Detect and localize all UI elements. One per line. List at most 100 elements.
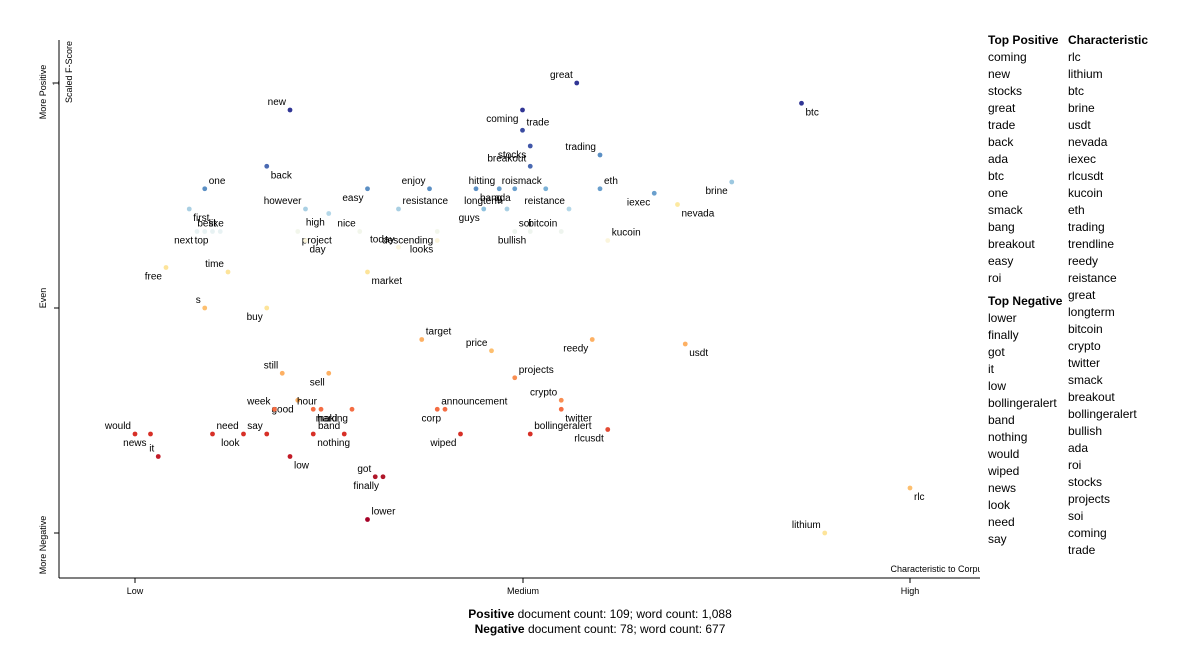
point-bang[interactable] bbox=[473, 186, 479, 192]
point-btc[interactable] bbox=[799, 100, 804, 106]
point-coming[interactable] bbox=[520, 107, 525, 113]
characteristic-item[interactable]: eth bbox=[1068, 203, 1085, 217]
point-sell[interactable] bbox=[326, 370, 332, 376]
characteristic-item[interactable]: breakout bbox=[1068, 390, 1115, 404]
point-descending[interactable] bbox=[434, 229, 440, 234]
point-time[interactable] bbox=[225, 269, 231, 275]
characteristic-item[interactable]: longterm bbox=[1068, 305, 1115, 319]
point-best[interactable] bbox=[217, 229, 223, 234]
point-usdt[interactable] bbox=[682, 341, 688, 347]
point-however[interactable] bbox=[303, 206, 308, 212]
characteristic-item[interactable]: twitter bbox=[1068, 356, 1101, 370]
top-negative-item[interactable]: bollingeralert bbox=[988, 396, 1057, 410]
point-week[interactable] bbox=[272, 406, 277, 412]
point-enjoy[interactable] bbox=[427, 186, 432, 192]
top-positive-item[interactable]: one bbox=[988, 186, 1009, 200]
top-positive-item[interactable]: breakout bbox=[988, 237, 1035, 251]
characteristic-item[interactable]: trade bbox=[1068, 543, 1096, 557]
characteristic-item[interactable]: stocks bbox=[1068, 475, 1103, 489]
point-kucoin[interactable] bbox=[605, 238, 611, 243]
point-easy[interactable] bbox=[365, 186, 370, 192]
top-positive-item[interactable]: new bbox=[988, 67, 1011, 81]
point-rlcusdt[interactable] bbox=[605, 427, 611, 432]
point-one[interactable] bbox=[202, 186, 208, 192]
top-positive-item[interactable]: trade bbox=[988, 118, 1016, 132]
point-nothing[interactable] bbox=[310, 431, 316, 437]
characteristic-item[interactable]: lithium bbox=[1068, 67, 1103, 81]
top-negative-item[interactable]: say bbox=[988, 532, 1007, 546]
point-reedy[interactable] bbox=[589, 337, 595, 342]
point-day[interactable] bbox=[303, 238, 308, 243]
top-negative-item[interactable]: got bbox=[988, 345, 1005, 359]
point-wiped[interactable] bbox=[458, 431, 463, 437]
characteristic-item[interactable]: roi bbox=[1068, 458, 1082, 472]
characteristic-item[interactable]: reistance bbox=[1068, 271, 1117, 285]
point-hard[interactable] bbox=[310, 406, 316, 412]
point-resistance[interactable] bbox=[396, 206, 401, 212]
point-look[interactable] bbox=[241, 431, 246, 437]
point-nice[interactable] bbox=[357, 229, 363, 234]
characteristic-item[interactable]: rlcusdt bbox=[1068, 169, 1104, 183]
characteristic-item[interactable]: nevada bbox=[1068, 135, 1108, 149]
point-back[interactable] bbox=[264, 163, 270, 169]
point-eth[interactable] bbox=[597, 186, 603, 192]
point-high[interactable] bbox=[326, 211, 332, 216]
point-ada[interactable] bbox=[512, 186, 518, 192]
characteristic-item[interactable]: brine bbox=[1068, 101, 1095, 115]
point-rlc[interactable] bbox=[907, 485, 913, 491]
point-next[interactable] bbox=[194, 229, 200, 234]
characteristic-item[interactable]: rlc bbox=[1068, 50, 1081, 64]
characteristic-item[interactable]: projects bbox=[1068, 492, 1111, 506]
point-trading[interactable] bbox=[597, 152, 603, 158]
characteristic-item[interactable]: great bbox=[1068, 288, 1096, 302]
point-roismack[interactable] bbox=[543, 186, 549, 192]
top-negative-item[interactable]: it bbox=[988, 362, 994, 376]
characteristic-item[interactable]: coming bbox=[1068, 526, 1107, 540]
top-negative-item[interactable]: low bbox=[988, 379, 1007, 393]
top-negative-item[interactable]: need bbox=[988, 515, 1015, 529]
point-nevada[interactable] bbox=[675, 202, 680, 207]
point-hour[interactable] bbox=[318, 406, 324, 412]
characteristic-item[interactable]: ada bbox=[1068, 441, 1089, 455]
top-positive-item[interactable]: stocks bbox=[988, 84, 1023, 98]
characteristic-item[interactable]: soi bbox=[1068, 509, 1084, 523]
top-negative-item[interactable]: would bbox=[988, 447, 1020, 461]
top-negative-item[interactable]: news bbox=[988, 481, 1017, 495]
characteristic-item[interactable]: bollingeralert bbox=[1068, 407, 1137, 421]
point-today[interactable] bbox=[396, 244, 401, 250]
point-reistance[interactable] bbox=[566, 206, 572, 212]
point-market[interactable] bbox=[365, 269, 370, 275]
point-projects[interactable] bbox=[512, 375, 518, 381]
point-target[interactable] bbox=[419, 337, 425, 342]
point-lower[interactable] bbox=[365, 517, 370, 522]
top-negative-item[interactable]: nothing bbox=[988, 430, 1028, 444]
top-negative-item[interactable]: lower bbox=[988, 311, 1017, 325]
point-longterm[interactable] bbox=[504, 206, 510, 212]
point-soi[interactable] bbox=[512, 229, 518, 234]
point-top[interactable] bbox=[210, 229, 215, 234]
point-finally[interactable] bbox=[380, 474, 386, 480]
top-positive-item[interactable]: great bbox=[988, 101, 1016, 115]
point-free[interactable] bbox=[163, 265, 169, 270]
top-positive-item[interactable]: bang bbox=[988, 220, 1015, 234]
top-positive-item[interactable]: coming bbox=[988, 50, 1027, 64]
point-it[interactable] bbox=[155, 454, 161, 459]
characteristic-item[interactable]: btc bbox=[1068, 84, 1085, 98]
point-like[interactable] bbox=[202, 229, 208, 234]
characteristic-item[interactable]: trendline bbox=[1068, 237, 1115, 251]
top-positive-item[interactable]: btc bbox=[988, 169, 1005, 183]
point-news[interactable] bbox=[148, 431, 153, 437]
point-got[interactable] bbox=[372, 474, 378, 480]
point-bitcoin[interactable] bbox=[558, 229, 564, 234]
characteristic-item[interactable]: trading bbox=[1068, 220, 1105, 234]
point-twitter[interactable] bbox=[558, 406, 564, 412]
point-hitting[interactable] bbox=[496, 186, 502, 192]
point-low[interactable] bbox=[287, 454, 293, 459]
point-crypto[interactable] bbox=[558, 397, 564, 403]
top-positive-item[interactable]: ada bbox=[988, 152, 1009, 166]
top-positive-item[interactable]: back bbox=[988, 135, 1014, 149]
characteristic-item[interactable]: bitcoin bbox=[1068, 322, 1103, 336]
point-first[interactable] bbox=[186, 206, 192, 212]
characteristic-item[interactable]: bullish bbox=[1068, 424, 1103, 438]
top-negative-item[interactable]: band bbox=[988, 413, 1015, 427]
